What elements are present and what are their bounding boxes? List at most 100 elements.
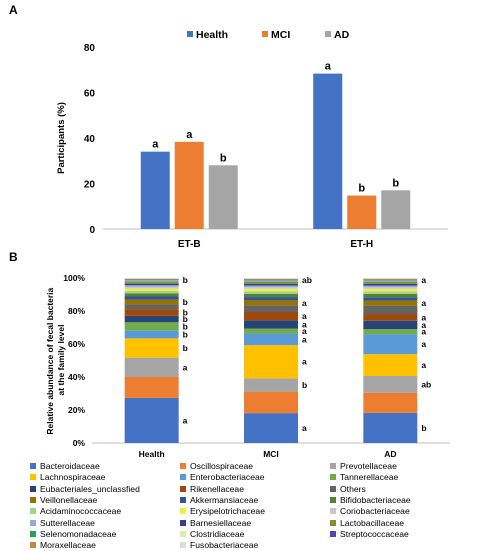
chart-b-segment (244, 413, 298, 443)
chart-b-segment (363, 300, 418, 306)
chart-b-legend-swatch (180, 474, 186, 481)
chart-b-segment (363, 293, 418, 298)
chart-b-significance-letter: b (183, 275, 188, 285)
chart-a: Participants (%) 0 20 40 60 80 a a b ET-B a b b ET-… (56, 29, 448, 250)
chart-b-segment (124, 285, 179, 287)
chart-b-legend-item: Akkermansiaceae (180, 495, 258, 506)
chart-b-significance-letter: b (302, 380, 307, 390)
chart-b-segment (244, 285, 298, 288)
chart-b-segment (363, 285, 418, 288)
chart-b-segment (363, 320, 418, 330)
chart-b-segment (363, 279, 418, 281)
chart-b-legend-item: Acidaminococcaceae (30, 506, 121, 517)
chart-b-segment (363, 314, 418, 321)
chart-b-segment (363, 392, 418, 413)
chart-b-legend-label: Akkermansiaceae (190, 494, 259, 505)
chart-b-legend-swatch (180, 485, 186, 492)
chart-b-segment (244, 280, 298, 282)
chart-b-y-axis-label: Relative abundance of fecal bacteria at … (45, 285, 66, 434)
chart-a-legend-swatch (262, 31, 268, 37)
chart-b-legend-item: Lactobacillaceae (330, 518, 404, 529)
chart-b-legend-label: Others (340, 483, 366, 494)
chart-b-segment (363, 305, 418, 315)
chart-b-legend-item: Selenomonadaceae (30, 529, 116, 540)
chart-b-legend-label: Moraxellaceae (40, 540, 96, 551)
chart-b-segment (244, 282, 298, 284)
chart-b-segment (363, 334, 418, 355)
chart-b-segment (363, 375, 418, 393)
chart-b-segment (363, 281, 418, 283)
chart-a-legend-label: MCI (271, 29, 290, 41)
chart-b-significance-letter: b (183, 343, 188, 353)
chart-b-legend-item: Fusobacteriaceae (180, 540, 258, 551)
chart-b-legend-label: Lachnospiraceae (40, 472, 106, 483)
chart-b-significance-letter: a (302, 334, 307, 344)
chart-b-significance-letter: ab (302, 275, 312, 285)
chart-b-legend-swatch (30, 496, 36, 503)
chart-a-significance-letter: a (186, 129, 193, 141)
chart-a-y-axis-label: Participants (%) (56, 102, 67, 174)
chart-b-legend-swatch (330, 496, 336, 503)
chart-b-legend-item: Sutterellaceae (30, 518, 95, 529)
chart-b-legend-label: Eubacteriales_unclassfied (40, 483, 140, 494)
chart-b-segment (363, 283, 418, 286)
chart-b-y-tick-label: 60% (68, 339, 85, 349)
chart-b-legend-item: Lachnospiraceae (30, 472, 105, 483)
chart-b-segment (244, 288, 298, 292)
chart-b-legend-item: Bifidobacteriaceae (330, 495, 411, 506)
chart-b-x-tick-label: MCI (263, 449, 279, 459)
chart-b-segment (124, 279, 179, 281)
chart-b-legend-item: Tannerellaceae (330, 472, 398, 483)
chart-b-legend-item: Streptococcaceae (330, 529, 409, 540)
chart-a-y-tick-label: 40 (84, 134, 96, 145)
chart-b-segment (124, 338, 179, 358)
chart-b-legend-label: Streptococcaceae (340, 528, 409, 539)
chart-b-legend-label: Erysipelotrichaceae (190, 506, 265, 517)
chart-b-legend-label: Fusobacteriaceae (190, 540, 259, 551)
chart-a-y-tick-label: 0 (89, 225, 95, 236)
chart-b-segment (124, 282, 179, 284)
chart-b-legend-swatch (330, 474, 336, 481)
chart-b-legend-swatch (180, 496, 186, 503)
chart-b-segment (244, 293, 298, 298)
chart-b-legend-item: Bacteroidaceae (30, 461, 100, 472)
chart-a-bar-health (140, 151, 170, 229)
chart-b-segment (363, 329, 418, 335)
chart-b-legend-item: Others (330, 484, 366, 495)
chart-a-x-tick-label: ET-H (350, 239, 373, 250)
chart-b-legend-item: Enterobacteriaceae (180, 472, 265, 483)
chart-a-significance-letter: a (325, 61, 332, 73)
chart-b-significance-letter: b (183, 308, 188, 318)
chart-b-legend-swatch (180, 463, 186, 469)
chart-b-legend-item: Prevotellaceae (330, 461, 397, 472)
chart-b-legend-swatch (30, 530, 36, 537)
chart-b-legend-item: Erysipelotrichaceae (180, 506, 265, 517)
chart-b-segment (244, 300, 298, 306)
chart-b-y-tick-label: 20% (68, 405, 85, 415)
chart-b-segment (244, 378, 298, 392)
chart-b-segment (244, 328, 298, 334)
chart-b-segment (124, 290, 179, 294)
chart-b-legend-label: Barnesiellaceae (190, 517, 252, 528)
chart-b-y-tick-label: 80% (68, 306, 85, 316)
chart-b-segment (244, 278, 298, 280)
chart-b-significance-letter: b (183, 314, 188, 324)
chart-a-bar-mci (174, 141, 204, 229)
chart-a-significance-letter: b (392, 177, 399, 189)
chart-a-legend-label: AD (334, 29, 350, 41)
chart-b-segment (363, 291, 418, 294)
chart-b-significance-letter: b (183, 321, 188, 331)
chart-a-legend-label: Health (196, 29, 228, 41)
chart-b-significance-letter: b (183, 297, 188, 307)
chart-b-legend-label: Tannerellaceae (340, 472, 399, 483)
chart-b-segment (124, 299, 179, 305)
panel-b-label: B (9, 250, 18, 264)
chart-b-segment (124, 330, 179, 339)
chart-b-segment (363, 280, 418, 282)
chart-b-segment (363, 297, 418, 301)
chart-b-significance-letter: a (421, 339, 426, 349)
chart-b-segment (124, 293, 179, 297)
panel-a-label: A (9, 3, 18, 17)
chart-b-legend-label: Veillonellaceae (40, 494, 98, 505)
